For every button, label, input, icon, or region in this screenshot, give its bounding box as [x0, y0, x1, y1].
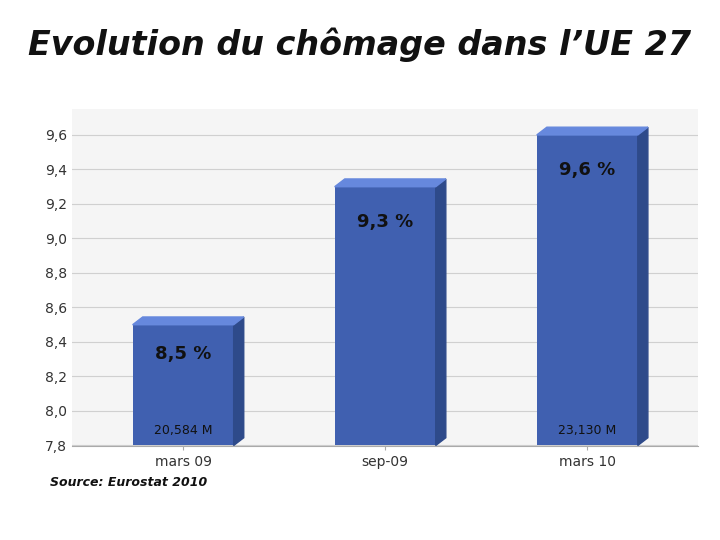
Text: 9,3 %: 9,3 %	[357, 213, 413, 231]
Text: Source: Eurostat 2010: Source: Eurostat 2010	[50, 476, 207, 489]
Polygon shape	[536, 127, 648, 135]
Text: 20,584 M: 20,584 M	[154, 424, 212, 437]
Bar	[132, 325, 234, 445]
Text: 9,6 %: 9,6 %	[559, 161, 616, 179]
Bar	[335, 187, 436, 445]
Polygon shape	[234, 317, 244, 445]
Polygon shape	[436, 179, 446, 446]
Polygon shape	[638, 127, 648, 446]
Text: Evolution du chômage dans l’UE 27: Evolution du chômage dans l’UE 27	[28, 28, 692, 62]
Text: 8,5 %: 8,5 %	[155, 346, 212, 363]
Text: 23,130 M: 23,130 M	[558, 424, 616, 437]
Bar	[536, 135, 638, 446]
Text: www.cadtm.org: www.cadtm.org	[300, 512, 420, 527]
Polygon shape	[132, 317, 244, 325]
Polygon shape	[335, 179, 446, 187]
